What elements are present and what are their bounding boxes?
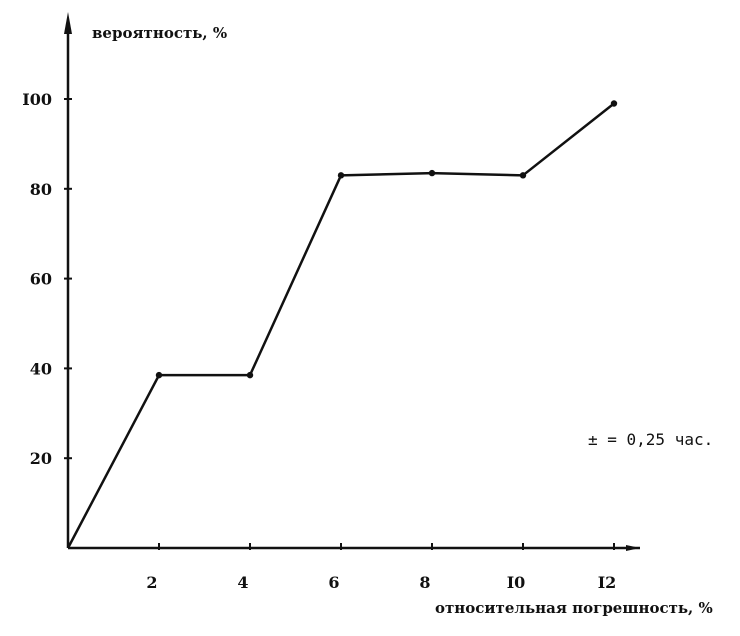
y-tick-label: 80	[30, 180, 52, 199]
x-ticks: 2 4 6 8 I0 I2	[146, 543, 616, 592]
data-point	[246, 371, 254, 379]
data-point	[337, 172, 345, 179]
x-axis-arrow	[626, 545, 640, 551]
axes	[64, 12, 640, 551]
series-line	[66, 102, 615, 549]
series	[66, 100, 618, 549]
x-axis-label: относительная погрешность, %	[435, 599, 713, 617]
x-tick-label: 2	[146, 573, 157, 592]
data-point	[155, 371, 163, 379]
data-point	[428, 169, 436, 177]
data-point	[610, 100, 618, 107]
y-tick-label: 40	[30, 359, 52, 378]
y-tick-label: 60	[30, 270, 52, 289]
x-tick-label: I0	[507, 573, 526, 592]
y-tick-label: 20	[30, 449, 52, 468]
data-point	[519, 172, 527, 179]
annotation: ± = 0,25 час.	[588, 430, 713, 449]
x-tick-label: 8	[419, 573, 430, 592]
x-tick-label: 4	[237, 573, 248, 592]
x-tick-label: I2	[598, 573, 617, 592]
y-tick-label: I00	[22, 90, 52, 109]
y-ticks: 20 40 60 80 I00	[22, 90, 72, 468]
y-axis-label: вероятность, %	[92, 24, 227, 42]
y-axis-arrow	[64, 12, 72, 34]
x-tick-label: 6	[328, 573, 339, 592]
